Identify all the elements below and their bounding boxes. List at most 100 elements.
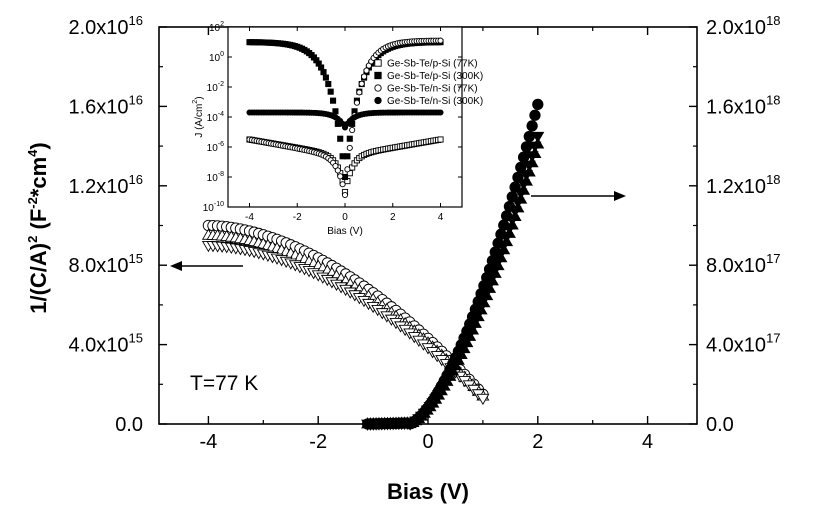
inset-data-point (325, 80, 332, 88)
y-left-tick-label: 4.0x1015 (68, 331, 143, 357)
main-axis-text: Bias (V) 1/(C/A)2 (F-2*cm4) T=77 K (25, 142, 469, 504)
inset-data-point (322, 74, 329, 81)
y-right-tick-label: 1.2x1018 (706, 172, 781, 198)
y-axis-title-main: 1/(C/A) (26, 243, 51, 314)
inset-data-point (353, 99, 360, 106)
data-point (494, 251, 508, 263)
inset-x-tick-label: 4 (438, 212, 444, 223)
y-axis-title-unit-close: ) (26, 142, 51, 149)
data-point (463, 329, 477, 341)
y-left-tick-label: 2.0x1016 (68, 13, 143, 39)
inset-data-point (320, 69, 327, 76)
inset-data-point (337, 135, 344, 142)
data-point (483, 281, 497, 293)
inset-y-tick-label: 10-10 (203, 201, 224, 214)
main-plot: -4 -2 0 2 4 0.0 4.0x1015 8.0x1015 1.2x1016 1.6x10… (68, 13, 780, 453)
x-tick-label: -2 (309, 431, 327, 453)
legend-label: Ge-Sb-Te/n-Si (300K) (387, 96, 483, 107)
x-tick-label: 4 (642, 431, 653, 453)
data-point (497, 243, 511, 255)
data-point (466, 323, 480, 335)
inset-data-point (346, 135, 353, 142)
data-point (449, 359, 463, 371)
data-point (532, 98, 544, 111)
inset-data-point (337, 173, 344, 180)
y-right-tick-label: 0.0 (706, 414, 734, 436)
data-point (500, 234, 514, 247)
inset-y-tick-label: 10-8 (207, 171, 224, 184)
y-left-tick-label: 1.6x1016 (68, 92, 143, 118)
inset-data-point (349, 126, 356, 134)
right-axis-arrowhead (614, 191, 626, 201)
data-point (457, 341, 471, 354)
legend-marker (374, 71, 382, 80)
inset-data-point (346, 144, 353, 151)
inset-plot: -4 -2 0 2 4 102 100 10-2 10-4 10-6 10-8 10-10 Bias (… (192, 21, 483, 237)
inset-y-tick-label: 10-6 (207, 141, 224, 154)
data-point (485, 274, 499, 286)
data-point (517, 151, 530, 163)
y-right-tick-label: 2.0x1018 (706, 13, 781, 39)
data-point (531, 131, 545, 144)
data-point (519, 174, 533, 186)
inset-data-point (437, 136, 444, 143)
y-axis-title-sup2: -2 (25, 197, 40, 209)
inset-data-point (356, 89, 363, 96)
inset-y-tick-label: 10-4 (207, 111, 224, 124)
y-axis-title-unit-open: (F (26, 209, 51, 236)
inset-series-filled-circle (246, 109, 444, 131)
data-point (526, 120, 538, 132)
inset-y-axis-title: J (A/cm2) (192, 96, 205, 137)
inset-x-tick-label: -2 (293, 212, 302, 223)
legend-label: Ge-Sb-Te/n-Si (77K) (387, 84, 478, 95)
y-right-tick-label: 8.0x1017 (706, 251, 781, 277)
inset-data-point (344, 166, 351, 173)
y-axis-title-sup3: 4 (25, 149, 40, 157)
y-right-tick-label: 1.6x1018 (706, 92, 781, 118)
data-point (514, 192, 528, 204)
inset-data-point (437, 37, 444, 44)
data-point (511, 201, 525, 213)
inset-data-point (358, 80, 365, 87)
data-point (515, 161, 527, 173)
main-data-series (201, 98, 545, 431)
inset-x-axis-title: Bias (V) (327, 226, 363, 237)
inset-data-point (437, 109, 444, 116)
main-series-open-triangle-down (201, 240, 490, 406)
data-point (460, 335, 474, 348)
axis-arrows (170, 191, 626, 271)
inset-x-tick-label: 0 (342, 212, 348, 223)
data-point (531, 137, 545, 149)
inset-data-point (330, 97, 337, 104)
legend-label: Ge-Sb-Te/p-Si (77K) (387, 59, 478, 70)
legend-label: Ge-Sb-Te/p-Si (300K) (387, 71, 483, 82)
inset-y-tick-label: 102 (209, 21, 224, 34)
legend-marker (374, 96, 382, 105)
y-right-tick-label: 4.0x1017 (706, 331, 781, 357)
left-axis-arrowhead (170, 261, 182, 271)
inset-x-tick-label: -4 (245, 212, 254, 223)
inset-y-tick-label: 100 (209, 51, 224, 64)
data-point (488, 266, 502, 278)
data-point (529, 109, 541, 121)
data-point (451, 353, 465, 365)
data-point (474, 303, 488, 315)
data-point (508, 209, 522, 221)
y-left-tick-label: 8.0x1015 (68, 251, 143, 277)
main-series-filled-triangle-up (361, 137, 545, 429)
inset-data-point (334, 167, 341, 174)
x-tick-label: 0 (422, 431, 433, 453)
data-point (454, 347, 468, 360)
data-point (525, 156, 539, 168)
data-point (528, 146, 542, 158)
x-tick-label: 2 (532, 431, 543, 453)
inset-data-point (361, 73, 368, 80)
temperature-annotation: T=77 K (190, 372, 258, 395)
inset-data-point (363, 67, 370, 74)
inset-data-point (339, 181, 346, 188)
inset-x-tick-label: 2 (390, 212, 396, 223)
legend-marker (374, 59, 382, 67)
data-point (505, 218, 519, 230)
data-point (517, 183, 531, 195)
